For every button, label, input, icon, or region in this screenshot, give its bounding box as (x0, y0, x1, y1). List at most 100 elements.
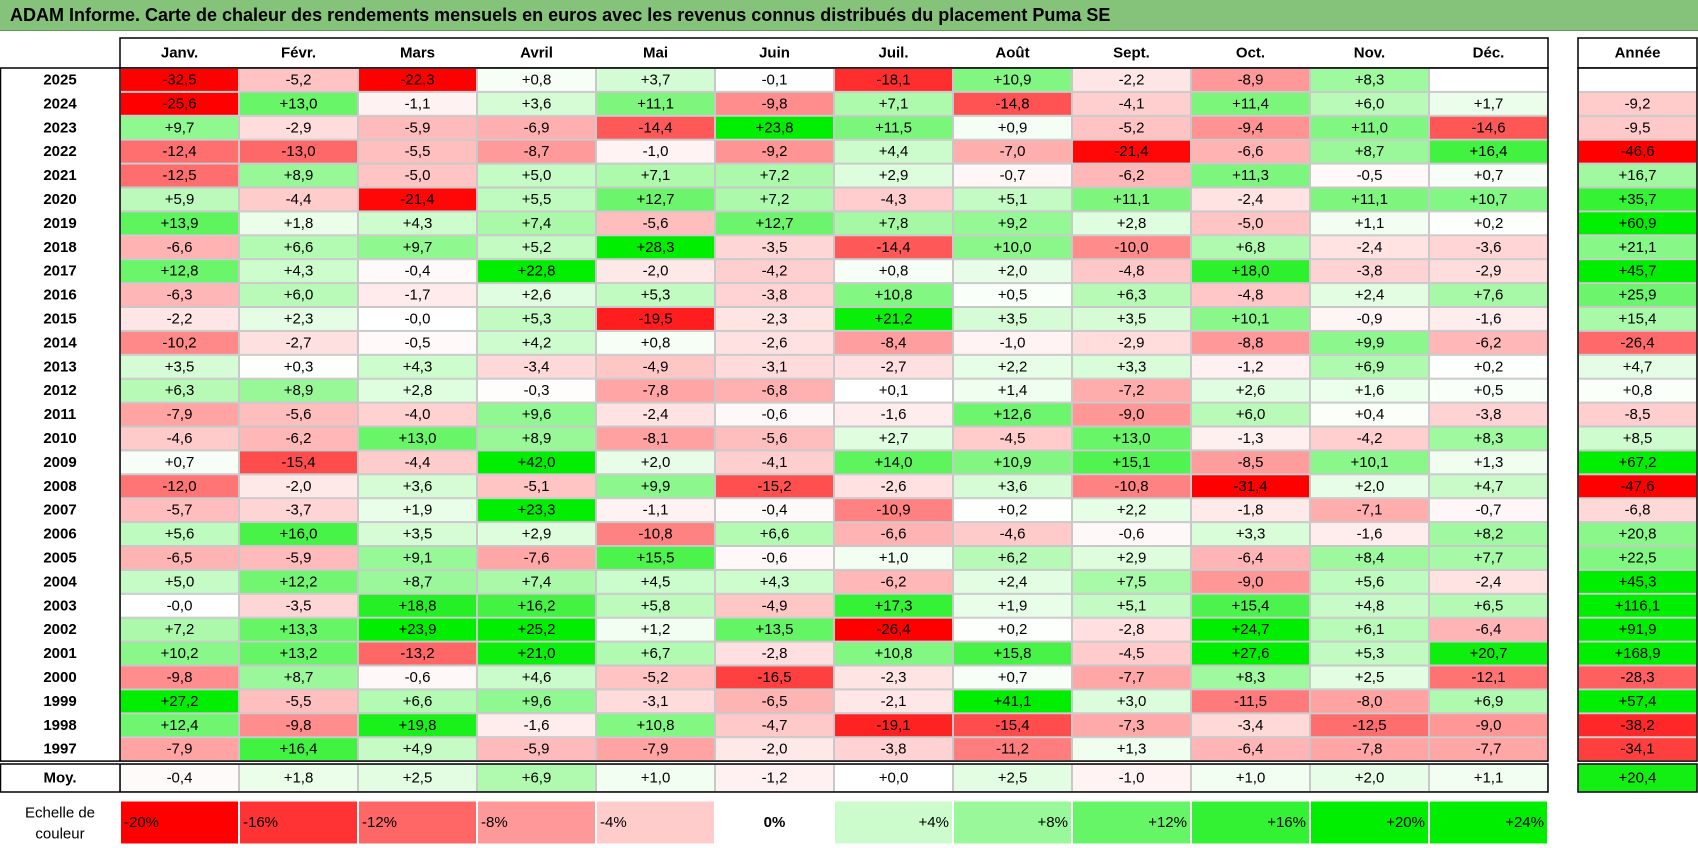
average-value-label: +0,0 (879, 770, 909, 787)
heatmap-cell (358, 689, 477, 714)
cell-value-label: +0,8 (641, 334, 671, 351)
heatmap-cell (834, 522, 953, 546)
heatmap-cell (715, 187, 834, 212)
cell-value-label: +6,9 (1355, 358, 1385, 375)
heatmap-cell (953, 474, 1072, 499)
year-label: 2019 (43, 215, 76, 232)
cell-value-label: +2,2 (1117, 502, 1147, 519)
cell-value-label: -0,0 (405, 310, 431, 327)
cell-value-label: -2,0 (762, 741, 788, 758)
heatmap-cell (715, 235, 834, 260)
heatmap-cell (1191, 593, 1310, 618)
heatmap-cell (1310, 569, 1429, 594)
heatmap-cell (953, 283, 1072, 308)
month-header: Déc. (1473, 45, 1505, 62)
average-cell (715, 764, 834, 792)
heatmap-cell (358, 378, 477, 403)
heatmap-cell (953, 617, 1072, 642)
cell-value-label: +13,0 (1113, 430, 1151, 447)
heatmap-cell (1072, 546, 1191, 570)
heatmap-cell (358, 235, 477, 260)
cell-value-label: +3,5 (165, 358, 195, 375)
cell-value-label: +10,9 (994, 71, 1032, 88)
heatmap-cell (953, 354, 1072, 379)
cell-value-label: -9,8 (762, 95, 788, 112)
cell-value-label: +3,0 (1117, 693, 1147, 710)
cell-value-label: -2,3 (762, 310, 788, 327)
heatmap-cell (953, 450, 1072, 475)
cell-value-label: +2,0 (998, 263, 1028, 280)
cell-value-label: -2,4 (1357, 239, 1383, 256)
cell-value-label: +1,9 (998, 597, 1028, 614)
heatmap-cell (715, 546, 834, 570)
heatmap-cell (1191, 139, 1310, 164)
cell-value-label: -21,4 (400, 191, 434, 208)
cell-value-label: +27,2 (161, 693, 199, 710)
cell-value-label: +10,0 (994, 239, 1032, 256)
annual-value-label: +25,9 (1619, 287, 1657, 304)
year-label: 2001 (43, 645, 76, 662)
heatmap-cell (715, 689, 834, 714)
cell-value-label: -7,8 (1357, 741, 1383, 758)
heatmap-cell (953, 569, 1072, 594)
heatmap-cell (358, 139, 477, 164)
cell-value-label: +27,6 (1232, 645, 1270, 662)
heatmap-cell (239, 211, 358, 236)
cell-value-label: +5,8 (641, 597, 671, 614)
heatmap-cell (596, 593, 715, 618)
heatmap-cell (834, 354, 953, 379)
cell-value-label: -3,5 (286, 597, 312, 614)
scale-swatch-label: -12% (362, 814, 397, 831)
annual-value-label: +20,8 (1619, 526, 1657, 543)
heatmap-cell (715, 330, 834, 355)
cell-value-label: +2,9 (522, 526, 552, 543)
cell-value-label: +1,3 (1117, 741, 1147, 758)
heatmap-cell (1072, 115, 1191, 140)
cell-value-label: +24,7 (1232, 621, 1270, 638)
year-label: 2010 (43, 430, 76, 447)
cell-value-label: +6,6 (403, 693, 433, 710)
cell-value-label: -14,4 (876, 239, 910, 256)
heatmap-cell (1072, 474, 1191, 499)
heatmap-cell (358, 713, 477, 738)
heatmap-cell (1310, 211, 1429, 236)
annual-value-label: -26,4 (1620, 334, 1654, 351)
cell-value-label: -2,4 (1238, 191, 1264, 208)
cell-value-label: +9,7 (403, 239, 433, 256)
year-label: 1997 (43, 741, 76, 758)
month-header: Nov. (1354, 45, 1385, 62)
cell-value-label: -26,4 (876, 621, 910, 638)
heatmap-cell (1072, 402, 1191, 427)
cell-value-label: -22,3 (400, 71, 434, 88)
cell-value-label: +11,4 (1232, 95, 1269, 112)
heatmap-cell (477, 163, 596, 188)
heatmap-cell (1191, 450, 1310, 475)
cell-value-label: -2,9 (286, 119, 312, 136)
cell-value-label: +13,0 (399, 430, 437, 447)
heatmap-cell (715, 378, 834, 403)
month-header: Mai (643, 45, 668, 62)
month-header-border (119, 37, 1549, 69)
heatmap-cell (953, 689, 1072, 714)
cell-value-label: -9,0 (1476, 717, 1502, 734)
cell-value-label: +23,9 (399, 621, 437, 638)
cell-value-label: -4,6 (167, 430, 193, 447)
heatmap-cell (1072, 617, 1191, 642)
cell-value-label: -6,6 (881, 526, 907, 543)
heatmap-cell (834, 91, 953, 116)
cell-value-label: -5,2 (286, 71, 312, 88)
heatmap-cell (477, 689, 596, 714)
heatmap-cell (239, 402, 358, 427)
annual-value-label: +8,5 (1623, 430, 1653, 447)
scale-swatch-label: +16% (1267, 814, 1306, 831)
average-cell (834, 764, 953, 792)
cell-value-label: +7,6 (1474, 287, 1504, 304)
average-annual-label: +20,4 (1619, 770, 1657, 787)
cell-value-label: -12,5 (162, 167, 196, 184)
cell-value-label: +23,3 (518, 502, 556, 519)
scale-swatch-label: +12% (1148, 814, 1187, 831)
heatmap-cell (239, 259, 358, 284)
heatmap-cell (1310, 115, 1429, 140)
cell-value-label: -5,5 (286, 693, 312, 710)
heatmap-cell (1310, 378, 1429, 403)
